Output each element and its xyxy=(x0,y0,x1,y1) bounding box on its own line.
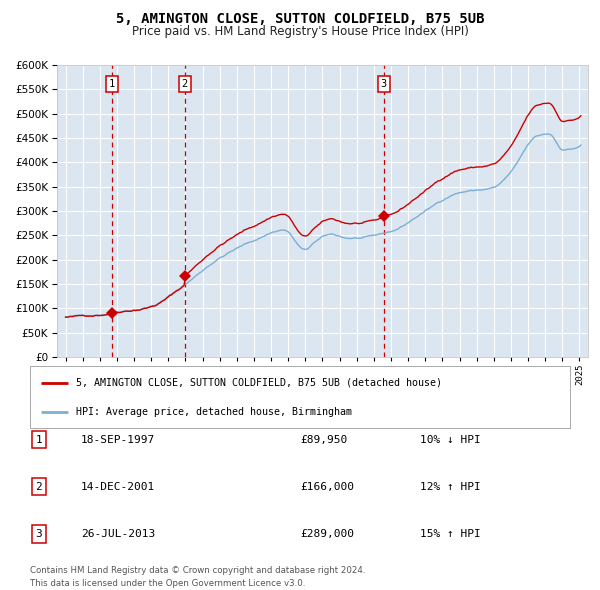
Text: 5, AMINGTON CLOSE, SUTTON COLDFIELD, B75 5UB (detached house): 5, AMINGTON CLOSE, SUTTON COLDFIELD, B75… xyxy=(76,378,442,388)
Text: 3: 3 xyxy=(380,80,387,89)
Text: Contains HM Land Registry data © Crown copyright and database right 2024.: Contains HM Land Registry data © Crown c… xyxy=(30,566,365,575)
Text: HPI: Average price, detached house, Birmingham: HPI: Average price, detached house, Birm… xyxy=(76,407,352,417)
Text: £166,000: £166,000 xyxy=(300,482,354,491)
Text: £89,950: £89,950 xyxy=(300,435,347,444)
Text: 1: 1 xyxy=(109,80,115,89)
Text: Price paid vs. HM Land Registry's House Price Index (HPI): Price paid vs. HM Land Registry's House … xyxy=(131,25,469,38)
Text: 1: 1 xyxy=(35,435,43,444)
Text: This data is licensed under the Open Government Licence v3.0.: This data is licensed under the Open Gov… xyxy=(30,579,305,588)
Text: 12% ↑ HPI: 12% ↑ HPI xyxy=(420,482,481,491)
Text: 2: 2 xyxy=(35,482,43,491)
Text: 18-SEP-1997: 18-SEP-1997 xyxy=(81,435,155,444)
Text: 5, AMINGTON CLOSE, SUTTON COLDFIELD, B75 5UB: 5, AMINGTON CLOSE, SUTTON COLDFIELD, B75… xyxy=(116,12,484,26)
Text: 3: 3 xyxy=(35,529,43,539)
Text: 2: 2 xyxy=(181,80,188,89)
Text: 15% ↑ HPI: 15% ↑ HPI xyxy=(420,529,481,539)
Text: 26-JUL-2013: 26-JUL-2013 xyxy=(81,529,155,539)
Text: £289,000: £289,000 xyxy=(300,529,354,539)
Text: 14-DEC-2001: 14-DEC-2001 xyxy=(81,482,155,491)
Text: 10% ↓ HPI: 10% ↓ HPI xyxy=(420,435,481,444)
